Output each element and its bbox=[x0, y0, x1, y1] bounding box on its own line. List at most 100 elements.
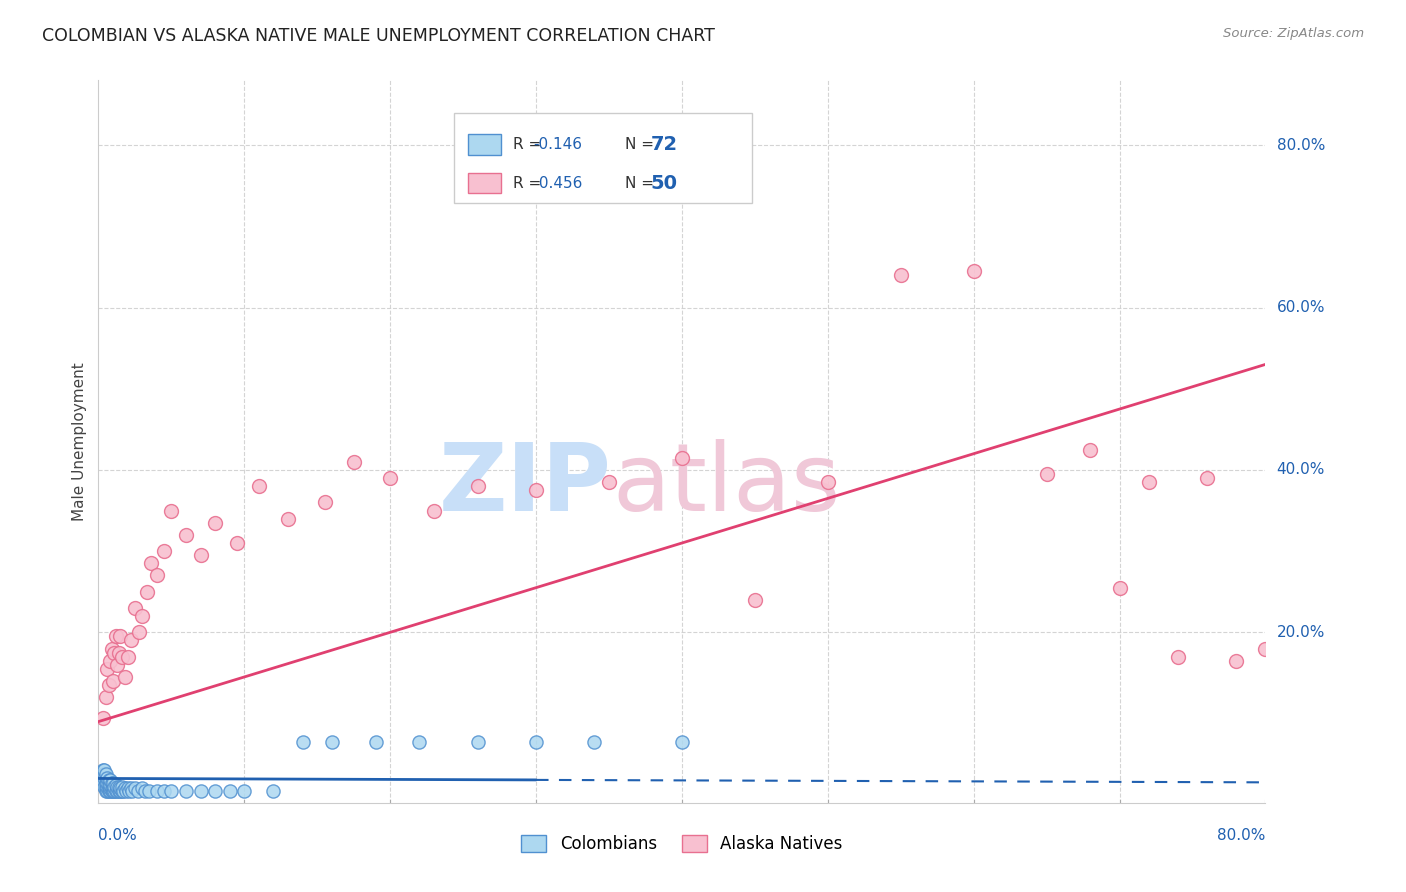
Point bbox=[343, 455, 366, 469]
Point bbox=[1108, 581, 1130, 595]
Point bbox=[118, 783, 141, 797]
Text: 20.0%: 20.0% bbox=[1277, 624, 1324, 640]
Point bbox=[94, 772, 117, 786]
Point bbox=[104, 783, 127, 797]
Point bbox=[124, 601, 146, 615]
Point bbox=[146, 783, 169, 797]
Point bbox=[1035, 467, 1057, 481]
Point bbox=[111, 783, 134, 797]
Point bbox=[100, 775, 122, 789]
Point bbox=[101, 783, 124, 797]
Point bbox=[103, 783, 125, 797]
Point bbox=[97, 678, 120, 692]
Point bbox=[98, 778, 121, 792]
Point bbox=[111, 780, 134, 794]
Point bbox=[94, 783, 117, 797]
Point bbox=[174, 528, 197, 542]
Point bbox=[93, 780, 115, 794]
Point bbox=[583, 735, 606, 749]
Point bbox=[104, 778, 127, 792]
Point bbox=[321, 735, 343, 749]
Bar bbox=[468, 135, 501, 154]
Point bbox=[93, 772, 115, 786]
Point bbox=[277, 511, 299, 525]
Point bbox=[190, 783, 212, 797]
Point bbox=[1137, 475, 1160, 490]
Point bbox=[108, 780, 131, 794]
Point bbox=[91, 764, 114, 778]
Point bbox=[110, 783, 132, 797]
Point bbox=[467, 479, 489, 493]
Point bbox=[117, 781, 139, 796]
Point bbox=[524, 483, 547, 498]
Point bbox=[105, 783, 128, 797]
Point bbox=[744, 592, 766, 607]
Point bbox=[127, 783, 149, 797]
Point bbox=[467, 735, 489, 749]
Point bbox=[1167, 649, 1189, 664]
Point bbox=[218, 783, 240, 797]
Point bbox=[120, 781, 142, 796]
Point bbox=[98, 773, 121, 788]
Text: -0.146: -0.146 bbox=[534, 136, 582, 152]
Point bbox=[101, 775, 124, 789]
Point bbox=[160, 503, 183, 517]
Point bbox=[114, 781, 136, 796]
Point bbox=[153, 783, 176, 797]
Point bbox=[291, 735, 314, 749]
Point bbox=[105, 657, 128, 672]
Text: 0.456: 0.456 bbox=[534, 176, 582, 191]
Text: R =: R = bbox=[513, 136, 546, 152]
Point bbox=[98, 781, 121, 796]
Point bbox=[174, 783, 197, 797]
Text: 60.0%: 60.0% bbox=[1277, 300, 1324, 315]
Point bbox=[101, 780, 124, 794]
Point bbox=[93, 764, 115, 778]
Text: R =: R = bbox=[513, 176, 546, 191]
Point bbox=[408, 735, 430, 749]
Point bbox=[96, 780, 118, 794]
Point bbox=[94, 780, 117, 794]
Point bbox=[98, 654, 121, 668]
Point bbox=[91, 710, 114, 724]
Text: COLOMBIAN VS ALASKA NATIVE MALE UNEMPLOYMENT CORRELATION CHART: COLOMBIAN VS ALASKA NATIVE MALE UNEMPLOY… bbox=[42, 27, 716, 45]
Point bbox=[314, 495, 336, 509]
Point bbox=[962, 264, 984, 278]
Point bbox=[153, 544, 176, 558]
Bar bbox=[468, 173, 501, 194]
Text: 72: 72 bbox=[651, 135, 678, 154]
Legend: Colombians, Alaska Natives: Colombians, Alaska Natives bbox=[515, 828, 849, 860]
Point bbox=[114, 670, 136, 684]
Point bbox=[671, 450, 693, 465]
Point bbox=[1254, 641, 1277, 656]
Point bbox=[97, 781, 120, 796]
Point bbox=[94, 767, 117, 781]
Point bbox=[423, 503, 446, 517]
Text: 0.0%: 0.0% bbox=[98, 828, 138, 843]
Point bbox=[138, 783, 160, 797]
Point bbox=[262, 783, 284, 797]
Point bbox=[100, 641, 122, 656]
Point bbox=[817, 475, 839, 490]
Point bbox=[97, 783, 120, 797]
Point bbox=[160, 783, 183, 797]
FancyBboxPatch shape bbox=[454, 112, 752, 203]
Point bbox=[139, 557, 162, 571]
Point bbox=[124, 781, 146, 796]
Point bbox=[101, 673, 124, 688]
Point bbox=[524, 735, 547, 749]
Point bbox=[104, 629, 127, 643]
Text: 50: 50 bbox=[651, 174, 678, 193]
Point bbox=[128, 625, 150, 640]
Point bbox=[100, 783, 122, 797]
Point bbox=[103, 646, 125, 660]
Text: atlas: atlas bbox=[612, 439, 841, 531]
Point bbox=[247, 479, 270, 493]
Point bbox=[97, 773, 120, 788]
Point bbox=[108, 783, 131, 797]
Point bbox=[97, 778, 120, 792]
Point bbox=[598, 475, 620, 490]
Point bbox=[91, 767, 114, 781]
Point bbox=[103, 780, 125, 794]
Point bbox=[226, 536, 249, 550]
